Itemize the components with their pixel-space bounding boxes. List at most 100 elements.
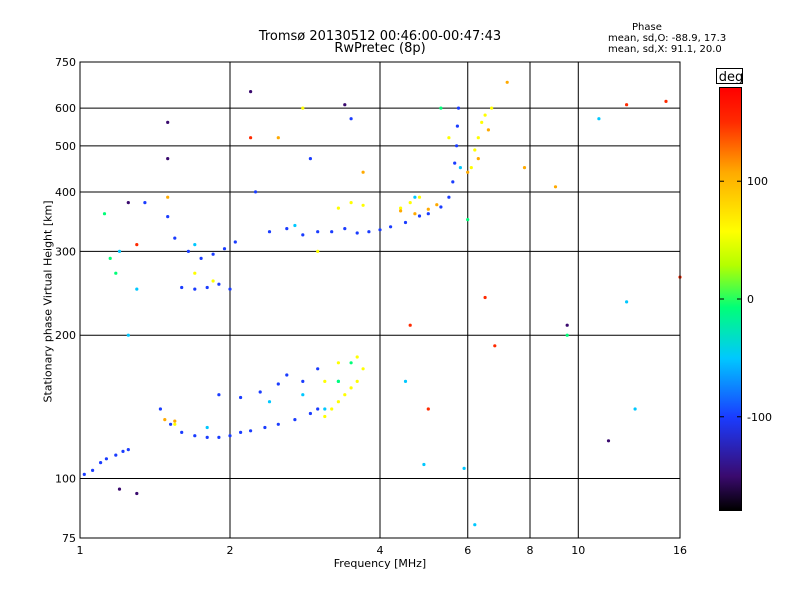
- data-point: [473, 148, 477, 152]
- data-point: [217, 435, 221, 439]
- x-tick-label: 4: [377, 544, 384, 557]
- data-point: [439, 205, 443, 209]
- phase-stats-x-mode: mean, sd,X: 91.1, 20.0: [608, 44, 722, 55]
- data-point: [422, 462, 426, 467]
- data-point: [399, 206, 403, 210]
- data-point: [399, 209, 403, 213]
- data-point: [403, 379, 408, 383]
- data-point: [361, 170, 365, 174]
- data-point: [389, 225, 393, 229]
- y-tick-label: 200: [55, 329, 76, 342]
- data-point: [135, 491, 139, 496]
- y-tick-label: 500: [55, 140, 76, 153]
- data-points: [82, 80, 682, 527]
- data-point: [193, 243, 197, 247]
- chart-subtitle: RwPretec (8p): [334, 41, 426, 56]
- data-point: [417, 195, 422, 199]
- data-point: [323, 414, 327, 419]
- data-point: [435, 203, 439, 207]
- chart-title: Tromsø 20130512 00:46:00-00:47:43: [258, 29, 502, 44]
- data-point: [403, 220, 408, 225]
- data-point: [193, 287, 197, 291]
- data-point: [228, 287, 232, 291]
- data-point: [426, 212, 430, 216]
- data-point: [349, 201, 353, 205]
- data-point: [301, 233, 305, 237]
- data-point: [597, 117, 601, 121]
- data-point: [276, 382, 280, 386]
- data-point: [211, 279, 215, 283]
- y-tick-label: 75: [62, 532, 76, 545]
- data-point: [455, 124, 459, 128]
- data-point: [104, 457, 108, 461]
- data-point: [343, 393, 347, 397]
- grid-lines: [80, 62, 680, 538]
- data-point: [205, 435, 209, 439]
- data-point: [330, 407, 334, 411]
- data-point: [108, 256, 112, 260]
- y-axis-label: Stationary phase Virtual Height [km]: [41, 200, 55, 403]
- data-point: [355, 355, 359, 359]
- data-point: [253, 190, 258, 194]
- data-point: [413, 212, 417, 216]
- phase-stats-o-mode: mean, sd,O: -88.9, 17.3: [608, 33, 727, 44]
- data-point: [135, 243, 139, 247]
- data-point: [493, 344, 497, 348]
- data-point: [233, 240, 237, 244]
- data-point: [476, 157, 480, 161]
- data-point: [349, 117, 353, 121]
- y-axis-ticks: 75 100 200 300 400 500 600 750: [55, 56, 76, 545]
- data-point: [166, 157, 170, 161]
- data-point: [263, 425, 267, 430]
- data-point: [316, 367, 320, 371]
- data-point: [473, 523, 477, 527]
- data-point: [267, 230, 272, 234]
- data-point: [466, 218, 470, 222]
- data-point: [456, 106, 461, 110]
- data-point: [469, 166, 473, 170]
- data-point: [126, 201, 130, 205]
- data-point: [458, 166, 462, 170]
- data-point: [211, 252, 215, 256]
- x-tick-label: 2: [227, 544, 234, 557]
- data-point: [466, 170, 470, 174]
- data-point: [173, 422, 177, 426]
- data-point: [426, 407, 430, 411]
- data-point: [413, 195, 417, 199]
- colorbar-unit-label: deg: [718, 70, 744, 85]
- data-point: [126, 448, 130, 452]
- data-point: [323, 407, 327, 411]
- data-point: [126, 333, 130, 337]
- data-point: [308, 157, 312, 161]
- data-point: [486, 128, 490, 132]
- data-point: [285, 227, 289, 231]
- data-point: [117, 249, 122, 253]
- data-point: [343, 103, 347, 107]
- y-tick-label: 750: [55, 56, 76, 69]
- data-point: [316, 230, 320, 234]
- x-tick-label: 6: [464, 544, 471, 557]
- data-point: [249, 136, 253, 140]
- y-tick-label: 300: [55, 245, 76, 258]
- data-point: [606, 439, 611, 443]
- data-point: [114, 271, 118, 275]
- data-point: [565, 333, 569, 337]
- x-tick-label: 16: [673, 544, 687, 557]
- data-point: [408, 201, 412, 205]
- data-point: [336, 379, 340, 383]
- data-point: [222, 247, 227, 251]
- data-point: [308, 411, 312, 416]
- data-point: [158, 407, 162, 411]
- x-tick-label: 10: [571, 544, 585, 557]
- data-point: [522, 166, 527, 170]
- data-point: [625, 103, 629, 107]
- data-point: [180, 285, 184, 290]
- data-point: [173, 236, 177, 240]
- data-point: [355, 379, 359, 383]
- data-point: [361, 203, 365, 207]
- x-axis-label: Frequency [MHz]: [333, 557, 427, 570]
- data-point: [476, 136, 480, 140]
- data-point: [114, 453, 118, 457]
- data-point: [193, 434, 197, 438]
